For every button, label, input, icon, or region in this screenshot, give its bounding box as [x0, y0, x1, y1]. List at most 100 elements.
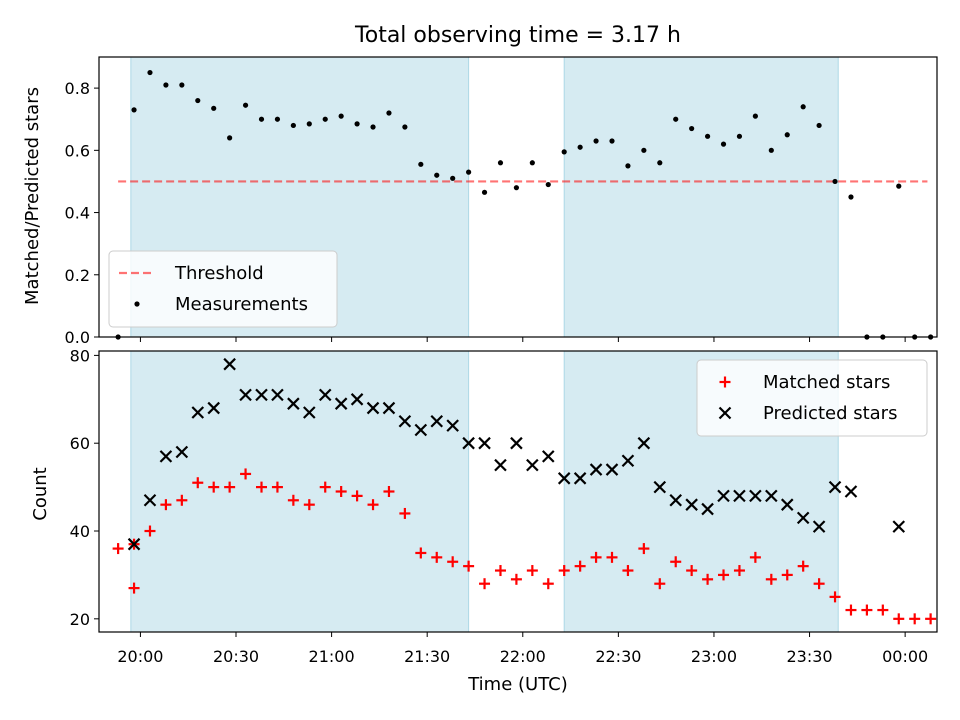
data-point-dot [768, 147, 774, 153]
data-point-plus [240, 468, 252, 480]
x-tick-label: 23:00 [691, 647, 737, 666]
data-point-plus [351, 490, 363, 502]
data-point-x [573, 472, 587, 485]
data-point-plus [176, 494, 188, 506]
data-point-x [780, 498, 794, 511]
data-point-dot [673, 116, 679, 122]
data-point-plus [622, 565, 634, 577]
data-point-dot [131, 107, 137, 113]
data-point-x [191, 406, 205, 419]
data-point-x [446, 419, 459, 432]
data-point-plus [702, 573, 714, 585]
data-point-x [207, 401, 220, 415]
data-point-plus [256, 481, 268, 493]
data-point-plus [638, 543, 650, 555]
data-point-x [318, 388, 332, 402]
data-point-x [175, 445, 189, 459]
data-point-dot [322, 116, 328, 122]
data-point-x [733, 489, 746, 503]
data-point-dot [306, 121, 312, 127]
data-point-x [526, 458, 539, 472]
data-point-dot [593, 138, 599, 144]
data-point-plus [861, 604, 873, 616]
x-tick-label: 23:30 [786, 647, 832, 666]
data-point-dot [242, 102, 249, 108]
data-point-x [669, 494, 683, 507]
data-point-dot [896, 183, 902, 189]
data-point-plus [590, 551, 602, 563]
data-point-dot [784, 132, 790, 138]
y-tick-label: 0.0 [65, 328, 90, 347]
data-point-dot [338, 113, 344, 119]
x-tick-label: 20:00 [117, 647, 163, 666]
data-point-x [159, 450, 173, 463]
data-point-plus [558, 565, 570, 577]
data-point-x [430, 414, 444, 428]
data-point-plus [128, 582, 140, 594]
data-point-plus [271, 481, 283, 493]
data-point-x [303, 406, 316, 419]
data-point-dot [179, 82, 185, 88]
data-point-plus [479, 578, 491, 590]
data-point-dot [402, 124, 408, 130]
data-point-x [334, 397, 348, 410]
data-point-x [143, 494, 157, 507]
data-point-dot [736, 133, 743, 139]
top-y-axis-label: Matched/Predicted stars [22, 87, 43, 305]
x-tick-label: 21:30 [404, 647, 450, 666]
y-tick-label: 40 [70, 522, 90, 541]
axes-frame [98, 56, 938, 338]
data-point-plus [845, 604, 857, 616]
data-point-plus [925, 613, 937, 625]
data-point-x [127, 537, 141, 551]
data-point-plus [160, 499, 172, 511]
data-point-x [796, 511, 810, 525]
data-point-plus [399, 507, 411, 519]
data-point-dot [481, 189, 488, 195]
legend-plus-swatch [719, 376, 731, 388]
data-point-plus [463, 560, 475, 572]
data-point-plus [144, 525, 156, 537]
data-point-dot [258, 116, 265, 122]
data-point-dot [704, 133, 711, 139]
data-point-plus [494, 565, 506, 577]
data-point-x [414, 423, 428, 437]
data-point-dot [497, 160, 504, 166]
data-point-plus [510, 573, 522, 585]
data-point-plus [431, 551, 443, 563]
data-point-x [557, 472, 571, 485]
data-point-dot [561, 149, 567, 155]
legend-label: Measurements [175, 294, 308, 315]
data-point-dot [657, 160, 663, 166]
y-tick-label: 20 [70, 610, 90, 629]
data-point-plus [829, 591, 841, 603]
data-point-x [589, 463, 603, 476]
legend: Matched stars Predicted stars [696, 359, 928, 437]
data-point-dot [609, 138, 615, 144]
data-point-dot [832, 178, 838, 185]
data-point-x [382, 401, 396, 415]
data-point-plus [383, 486, 395, 497]
data-point-x [685, 498, 698, 511]
data-point-plus [733, 565, 745, 577]
y-tick-label: 80 [70, 346, 90, 365]
data-point-plus [112, 543, 124, 555]
ratio-panel: 0.0 0.2 0.4 0.6 0.8 Threshold Measurements [65, 56, 938, 347]
data-point-dot [529, 160, 535, 166]
data-point-x [478, 436, 491, 450]
data-point-plus [574, 560, 586, 572]
legend-label: Predicted stars [763, 403, 897, 424]
data-point-dot [689, 125, 695, 132]
data-point-dot [450, 175, 456, 181]
data-point-plus [909, 613, 921, 625]
x-tick-label: 22:00 [500, 647, 546, 666]
legend-label: Matched stars [763, 372, 890, 393]
data-point-dot [577, 144, 583, 150]
data-point-dot [163, 82, 169, 88]
data-point-dot [545, 181, 551, 188]
data-point-x [350, 393, 364, 406]
data-point-x [223, 357, 236, 371]
data-point-plus [781, 569, 793, 581]
legend: Threshold Measurements [108, 250, 338, 328]
data-point-x [637, 436, 651, 450]
